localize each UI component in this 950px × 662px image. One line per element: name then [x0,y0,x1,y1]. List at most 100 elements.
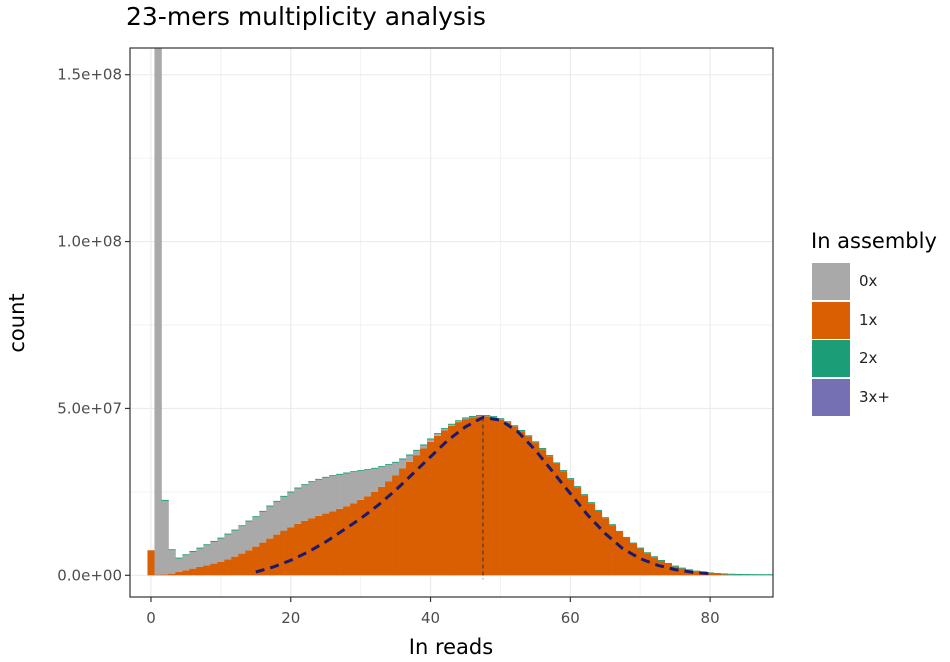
bar-1x [336,508,344,576]
bar-2x [378,466,386,468]
bar-2x [385,464,393,466]
bar-2x [294,487,302,489]
bar-1x [434,435,442,576]
bar-2x [399,458,407,460]
bar-0x [350,472,358,504]
bar-1x [454,422,463,576]
bar-1x [643,553,652,576]
legend-label-1x: 1x [859,311,878,329]
bar-2x [161,499,169,501]
bar-2x [336,473,344,475]
bar-2x [580,494,589,496]
bar-2x [245,520,253,522]
bar-1x [482,416,491,576]
bar-1x [273,534,281,576]
bar-1x [657,560,666,576]
bar-1x [615,531,624,576]
bar-0x [427,439,435,442]
bar-1x [413,455,421,576]
bar-1x [545,456,554,576]
bar-0x [273,501,281,535]
bar-0x [336,474,344,509]
bar-2x [231,529,239,531]
bar-2x [650,556,659,558]
y-tick-label: 0.0e+00 [57,566,122,584]
bar-2x [692,570,700,572]
bar-2x [287,491,295,493]
bar-0x [420,445,428,449]
legend-label-3x: 3x+ [859,388,890,406]
bar-2x [329,475,337,477]
bar-0x [301,485,309,521]
bar-0x [413,450,421,456]
bar-1x [280,530,288,576]
bar-1x [217,561,225,576]
bar-1x [350,503,358,576]
bar-0x [406,455,414,462]
bar-2x [448,423,456,425]
bar-0x [217,538,225,562]
bar-1x [678,568,686,576]
bar-0x [315,479,323,516]
bar-1x [399,468,407,576]
bar-1x [182,570,190,576]
bar-2x [496,418,505,420]
bar-0x [461,418,470,420]
bar-2x [252,516,260,518]
bar-2x [531,441,540,443]
bar-2x [210,540,218,542]
bar-2x [350,471,358,473]
bar-2x [182,554,190,556]
bar-2x [762,574,770,576]
bar-0x [154,48,162,575]
legend-key-0x [812,262,850,300]
bar-0x [196,548,204,567]
bar-1x [552,463,561,576]
bar-0x [161,500,169,575]
bar-1x [727,574,735,576]
bar-2x [364,469,372,471]
bar-1x [573,487,582,576]
bar-0x [364,470,372,497]
bar-2x [175,557,183,559]
bar-2x [301,484,309,486]
bar-1x [692,571,700,576]
bar-1x [210,563,218,576]
bar-2x [643,552,652,554]
bar-0x [343,473,351,507]
bar-1x [203,565,211,576]
bar-2x [503,421,512,423]
bar-0x [441,429,449,431]
bar-2x [538,448,547,450]
bar-1x [343,506,351,576]
bar-1x [294,523,302,576]
bar-1x [357,499,365,576]
bar-2x [524,435,533,437]
chart-title: 23-mers multiplicity analysis [126,2,486,31]
bar-1x [392,475,400,576]
legend-key-1x [812,301,850,339]
bar-2x [552,462,561,464]
bar-2x [224,533,232,535]
bar-1x [594,510,603,576]
legend-item-3x: 3x+ [812,378,890,416]
bar-1x [559,471,568,576]
bar-1x [329,511,337,576]
y-tick-label: 1.0e+08 [57,233,122,251]
x-tick-label: 20 [281,609,300,627]
bar-1x [503,422,512,576]
bar-1x [238,553,246,576]
bar-0x [434,434,442,436]
bar-2x [629,542,638,544]
legend-label-0x: 0x [859,272,878,290]
bar-2x [168,549,176,551]
bar-0x [322,477,330,514]
bar-1x [601,518,610,576]
bar-1x [720,574,728,576]
bar-2x [713,573,721,575]
bar-1x [420,448,428,576]
legend-label-2x: 2x [859,349,878,367]
bar-2x [196,547,204,549]
bar-2x [489,416,498,418]
bar-0x [280,496,288,531]
